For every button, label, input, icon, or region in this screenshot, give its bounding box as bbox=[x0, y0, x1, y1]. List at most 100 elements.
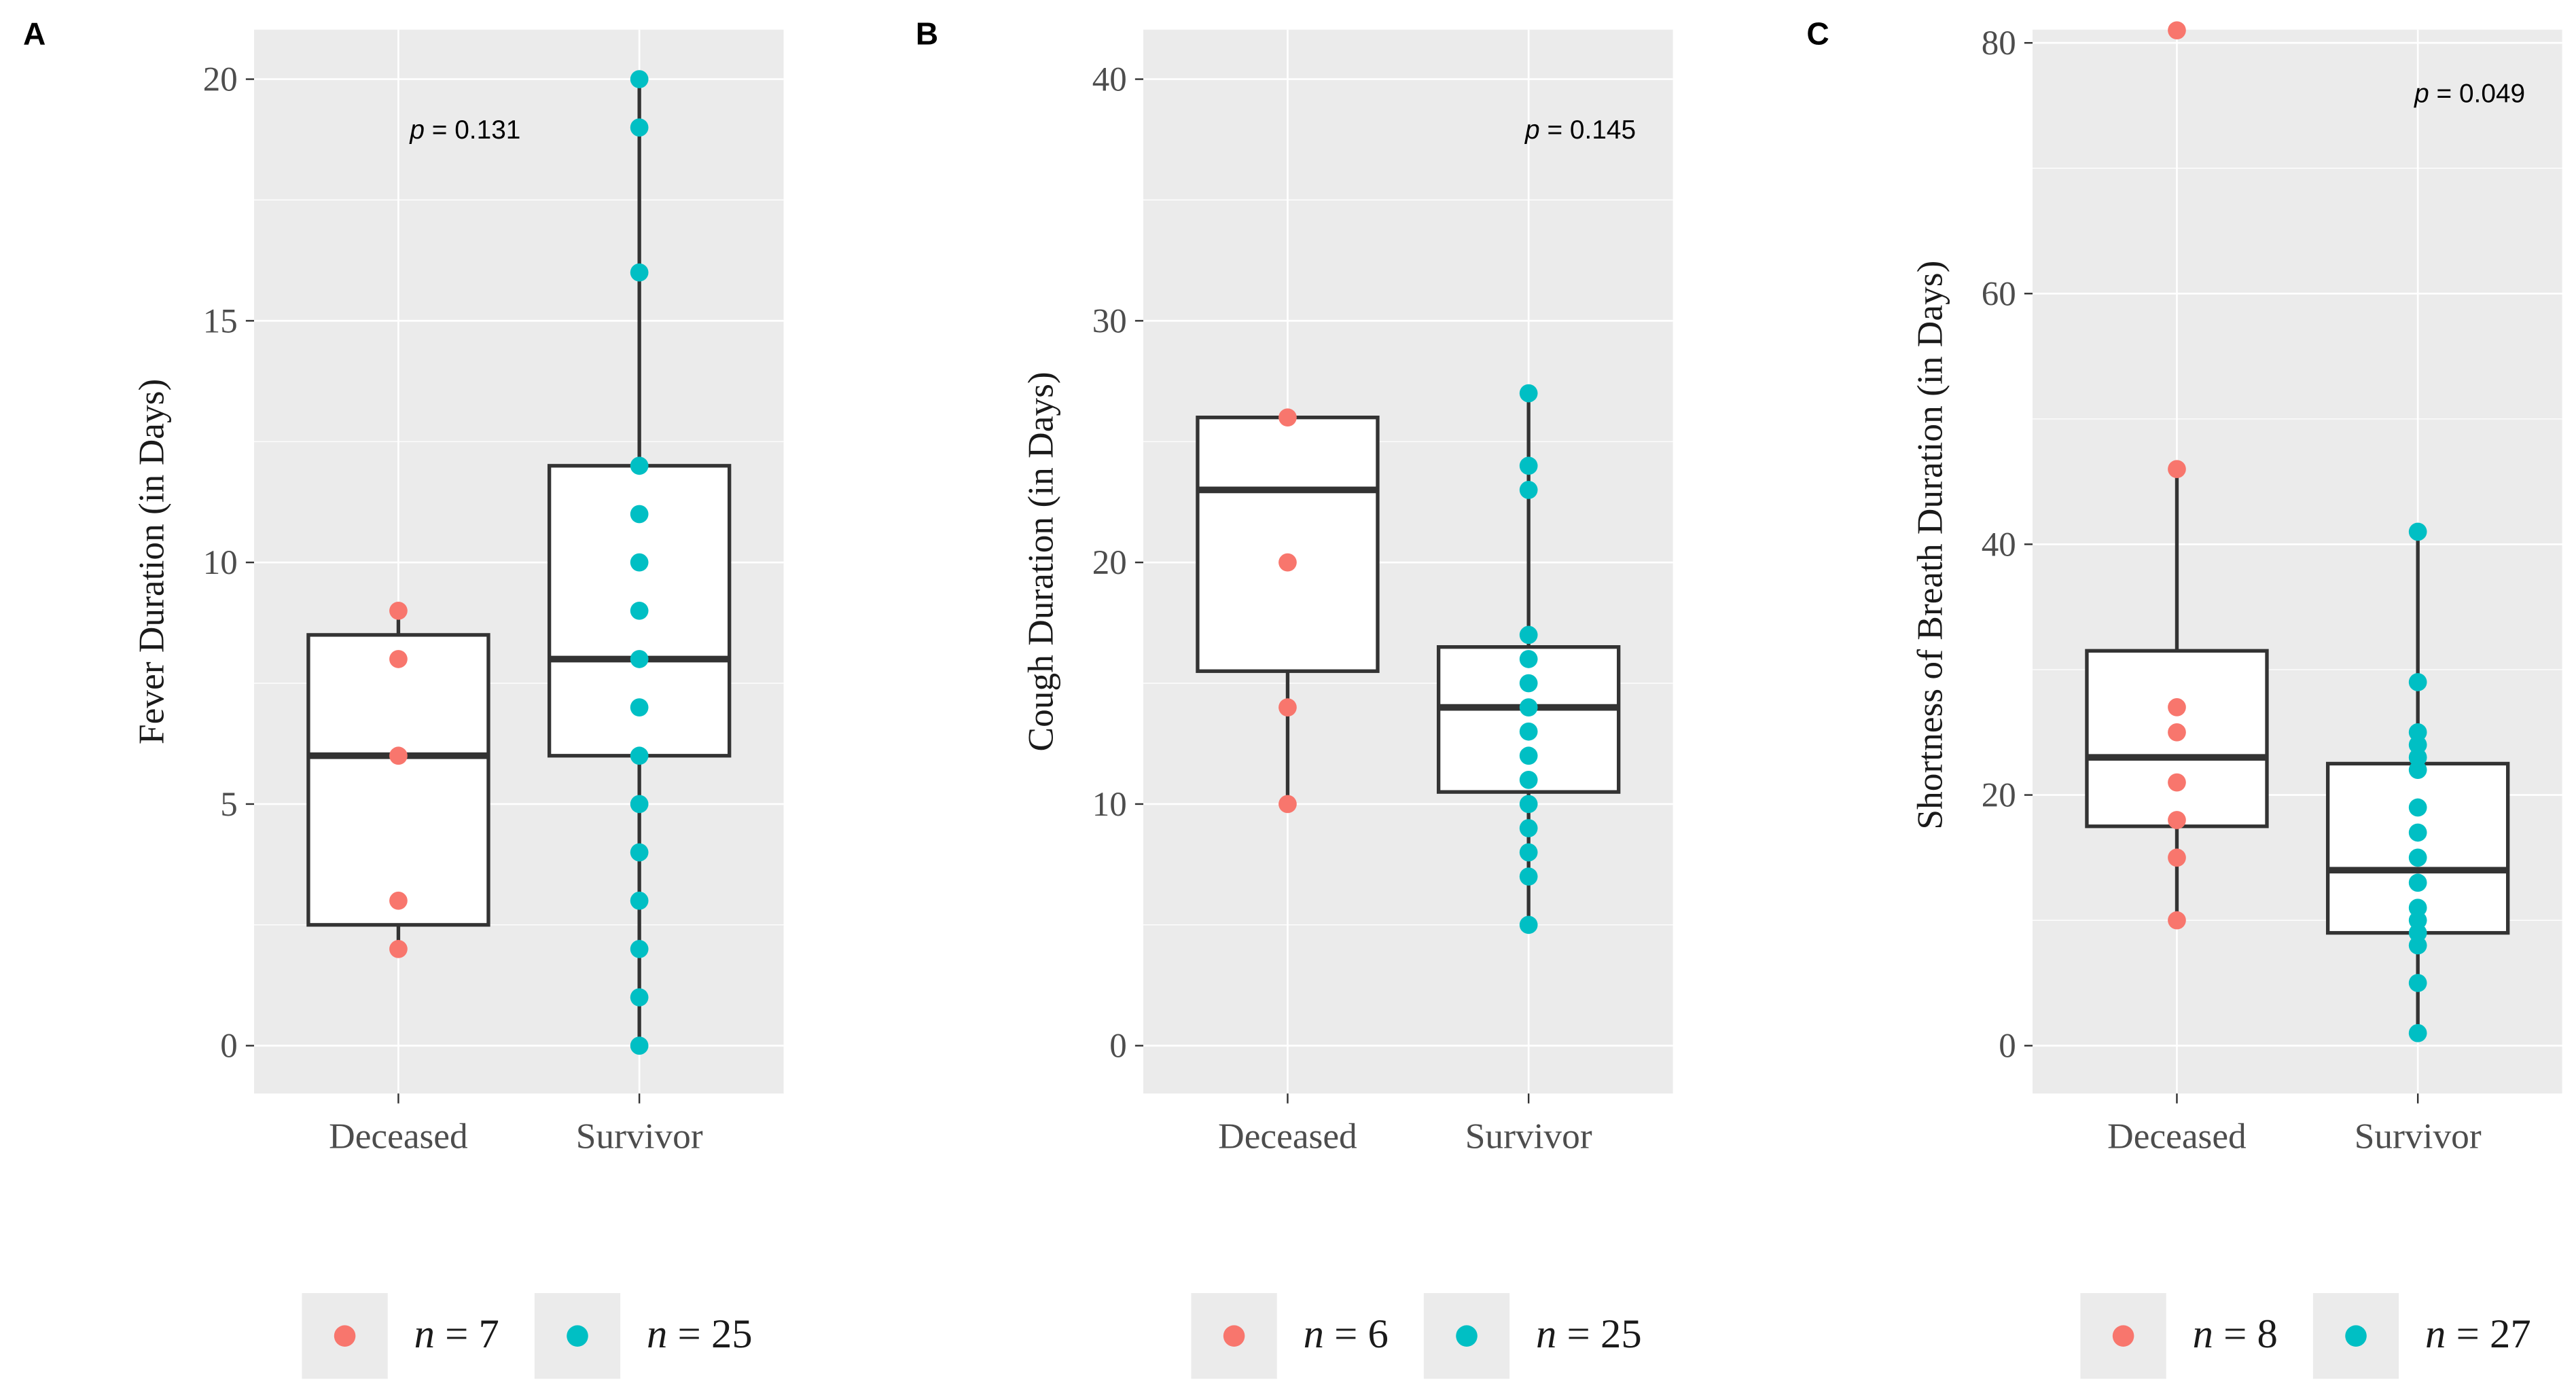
data-point-survivor bbox=[2408, 735, 2427, 755]
legend-n-symbol: n bbox=[1536, 1311, 1556, 1357]
data-point-survivor bbox=[2408, 974, 2427, 992]
data-point-survivor bbox=[630, 505, 649, 524]
x-tick-label: Survivor bbox=[576, 1115, 703, 1156]
data-point-deceased bbox=[2168, 723, 2186, 742]
data-point-survivor bbox=[1519, 456, 1538, 475]
data-point-deceased bbox=[2168, 460, 2186, 479]
data-point-survivor bbox=[1519, 384, 1538, 403]
panel-letter: A bbox=[23, 16, 46, 52]
p-value-annotation: p = 0.131 bbox=[409, 115, 520, 145]
legend-label: n = 25 bbox=[647, 1311, 753, 1357]
data-point-survivor bbox=[1519, 867, 1538, 886]
panel-c: 0 20 40 60 80 Deceased Survivor Shortness of Br… bbox=[1806, 16, 2562, 1379]
panel-letter: B bbox=[916, 16, 938, 52]
data-point-deceased bbox=[2168, 848, 2186, 867]
data-point-deceased bbox=[2168, 21, 2186, 40]
y-axis-title: Fever Duration (in Days) bbox=[130, 379, 171, 744]
data-point-survivor bbox=[630, 601, 649, 620]
data-point-survivor bbox=[1519, 698, 1538, 716]
p-value-symbol: p bbox=[1524, 115, 1540, 145]
data-point-survivor bbox=[2408, 748, 2427, 767]
p-value-text: = 0.131 bbox=[425, 115, 520, 145]
data-point-survivor bbox=[1519, 795, 1538, 814]
data-point-deceased bbox=[389, 601, 408, 620]
p-value-symbol: p bbox=[2414, 79, 2429, 109]
data-point-deceased bbox=[1278, 795, 1297, 814]
data-point-survivor bbox=[1519, 843, 1538, 862]
p-value-annotation: p = 0.145 bbox=[1524, 115, 1636, 145]
y-tick-label: 80 bbox=[1982, 24, 2016, 62]
data-point-survivor bbox=[1519, 746, 1538, 765]
data-point-survivor bbox=[630, 746, 649, 765]
p-value-symbol: p bbox=[409, 115, 425, 145]
data-point-survivor bbox=[630, 698, 649, 716]
data-point-survivor bbox=[2408, 936, 2427, 955]
legend-key-deceased bbox=[1223, 1325, 1245, 1347]
data-point-survivor bbox=[630, 795, 649, 814]
data-point-deceased bbox=[1278, 698, 1297, 716]
data-point-survivor bbox=[1519, 771, 1538, 789]
legend-key-survivor bbox=[567, 1325, 588, 1347]
box bbox=[1436, 645, 1621, 794]
legend: n = 6 n = 25 bbox=[1191, 1293, 1642, 1379]
y-tick-label: 30 bbox=[1092, 302, 1127, 340]
y-tick-label: 0 bbox=[1109, 1028, 1127, 1066]
legend-label: n = 6 bbox=[1304, 1311, 1389, 1357]
legend-label: n = 27 bbox=[2425, 1311, 2531, 1357]
boxplot-survivor bbox=[1436, 393, 1621, 925]
data-point-survivor bbox=[630, 843, 649, 862]
legend: n = 7 n = 25 bbox=[302, 1293, 753, 1379]
y-tick-label: 10 bbox=[1092, 786, 1127, 824]
x-tick-label: Deceased bbox=[2107, 1115, 2247, 1156]
data-point-survivor bbox=[1519, 722, 1538, 741]
y-tick-label: 15 bbox=[203, 302, 238, 340]
data-point-survivor bbox=[630, 891, 649, 910]
y-tick-label: 40 bbox=[1092, 61, 1127, 99]
legend-count: = 6 bbox=[1324, 1311, 1389, 1357]
data-point-survivor bbox=[2408, 723, 2427, 742]
data-point-survivor bbox=[2408, 798, 2427, 817]
y-tick-label: 60 bbox=[1982, 275, 2016, 313]
legend-key-deceased bbox=[334, 1325, 356, 1347]
legend-key-survivor bbox=[2345, 1325, 2367, 1347]
data-point-survivor bbox=[630, 456, 649, 475]
y-axis-title: Cough Duration (in Days) bbox=[1020, 371, 1060, 751]
data-point-survivor bbox=[2408, 924, 2427, 942]
legend-n-symbol: n bbox=[2425, 1311, 2446, 1357]
data-point-survivor bbox=[630, 1036, 649, 1055]
data-point-survivor bbox=[630, 118, 649, 137]
legend-count: = 7 bbox=[435, 1311, 499, 1357]
data-point-deceased bbox=[1278, 553, 1297, 572]
legend-count: = 25 bbox=[1556, 1311, 1641, 1357]
data-point-survivor bbox=[1519, 915, 1538, 934]
box bbox=[1196, 416, 1380, 673]
legend-key-survivor bbox=[1456, 1325, 1478, 1347]
data-point-deceased bbox=[2168, 698, 2186, 716]
x-tick-label: Deceased bbox=[1218, 1115, 1357, 1156]
data-point-survivor bbox=[630, 988, 649, 1006]
data-point-deceased bbox=[2168, 911, 2186, 930]
data-point-survivor bbox=[2408, 673, 2427, 691]
data-point-survivor bbox=[2408, 848, 2427, 867]
data-point-survivor bbox=[1519, 674, 1538, 693]
data-point-deceased bbox=[389, 746, 408, 765]
data-point-deceased bbox=[389, 940, 408, 958]
legend-n-symbol: n bbox=[414, 1311, 435, 1357]
y-tick-label: 0 bbox=[1999, 1028, 2016, 1066]
x-tick-label: Survivor bbox=[2355, 1115, 2482, 1156]
p-value-annotation: p = 0.049 bbox=[2414, 79, 2525, 109]
data-point-survivor bbox=[2408, 761, 2427, 780]
legend-count: = 27 bbox=[2446, 1311, 2530, 1357]
data-point-survivor bbox=[1519, 481, 1538, 499]
legend-n-symbol: n bbox=[647, 1311, 667, 1357]
data-point-survivor bbox=[2408, 522, 2427, 541]
x-tick-label: Survivor bbox=[1465, 1115, 1592, 1156]
data-point-survivor bbox=[1519, 819, 1538, 837]
data-point-survivor bbox=[630, 263, 649, 282]
legend-label: n = 25 bbox=[1536, 1311, 1642, 1357]
y-axis-title: Shortness of Breath Duration (in Days) bbox=[1909, 261, 1950, 830]
panel-b: 0 10 20 30 40 Deceased Survivor Cough Duration … bbox=[916, 16, 1673, 1379]
data-point-survivor bbox=[630, 553, 649, 572]
legend-label: n = 7 bbox=[414, 1311, 499, 1357]
